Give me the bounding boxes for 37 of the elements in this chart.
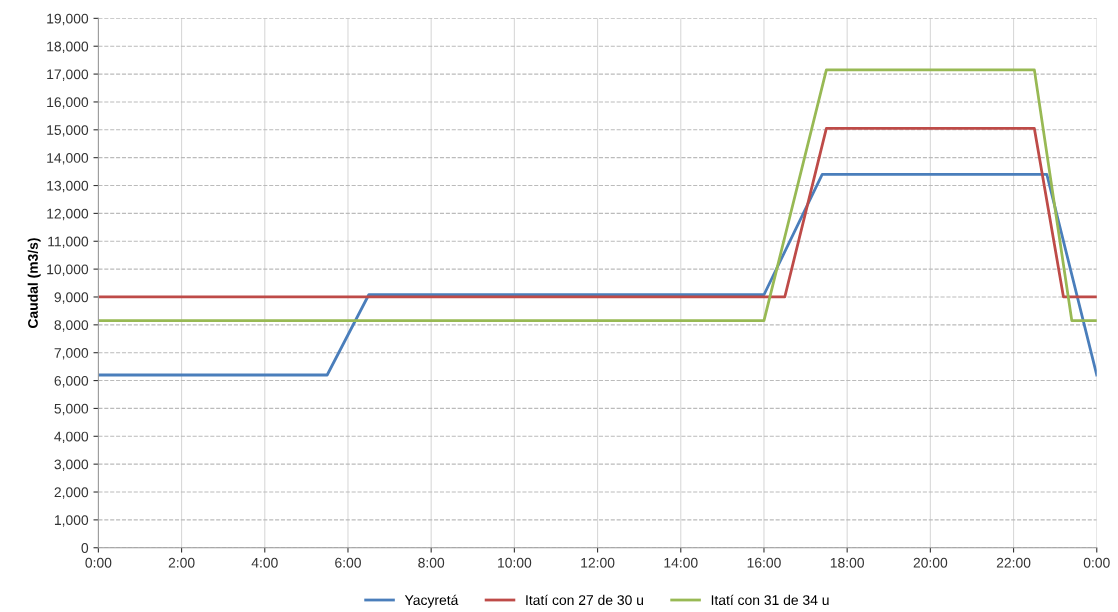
x-tick-label: 20:00 <box>913 557 948 568</box>
y-tick-label: 0 <box>81 543 89 553</box>
y-tick-label: 16,000 <box>47 97 89 109</box>
x-tick-label: 14:00 <box>664 557 698 568</box>
x-tick-label: 16:00 <box>747 557 781 568</box>
y-tick-label: 9,000 <box>54 292 89 304</box>
y-tick-label: 14,000 <box>47 153 89 165</box>
legend-label: Itatí con 31 de 34 u <box>711 594 829 606</box>
y-tick-label: 4,000 <box>54 431 89 444</box>
x-tick-label: 22:00 <box>996 557 1031 568</box>
x-tick-label: 2:00 <box>168 557 195 568</box>
legend-label: Itatí con 27 de 30 u <box>526 594 643 606</box>
y-tick-label: 8,000 <box>54 320 89 332</box>
legend-label: Yacyretá <box>404 594 459 608</box>
y-tick-label: 17,000 <box>47 69 89 81</box>
x-tick-label: 12:00 <box>581 557 615 568</box>
y-tick-label: 11,000 <box>48 236 89 249</box>
y-tick-label: 13,000 <box>47 180 89 193</box>
y-tick-label: 12,000 <box>47 208 89 221</box>
x-tick-label: 4:00 <box>251 557 278 568</box>
y-tick-label: 6,000 <box>54 375 89 388</box>
y-tick-label: 7,000 <box>54 348 89 360</box>
y-axis-title: Caudal (m3/s) <box>27 238 41 329</box>
x-tick-label: 10:00 <box>498 557 532 568</box>
y-tick-label: 3,000 <box>54 459 89 471</box>
x-tick-label: 8:00 <box>418 557 445 568</box>
y-tick-label: 18,000 <box>47 41 89 54</box>
y-tick-label: 1,000 <box>54 515 89 527</box>
x-tick-label: 0:00 <box>85 557 112 568</box>
y-tick-label: 5,000 <box>54 403 89 416</box>
y-tick-label: 2,000 <box>54 487 89 499</box>
y-tick-label: 19,000 <box>47 13 89 26</box>
x-tick-label: 6:00 <box>335 557 361 568</box>
y-tick-label: 15,000 <box>47 125 89 137</box>
y-tick-label: 10,000 <box>47 264 89 276</box>
x-tick-label: 0:00 <box>1083 557 1110 568</box>
x-tick-label: 18:00 <box>830 557 864 568</box>
